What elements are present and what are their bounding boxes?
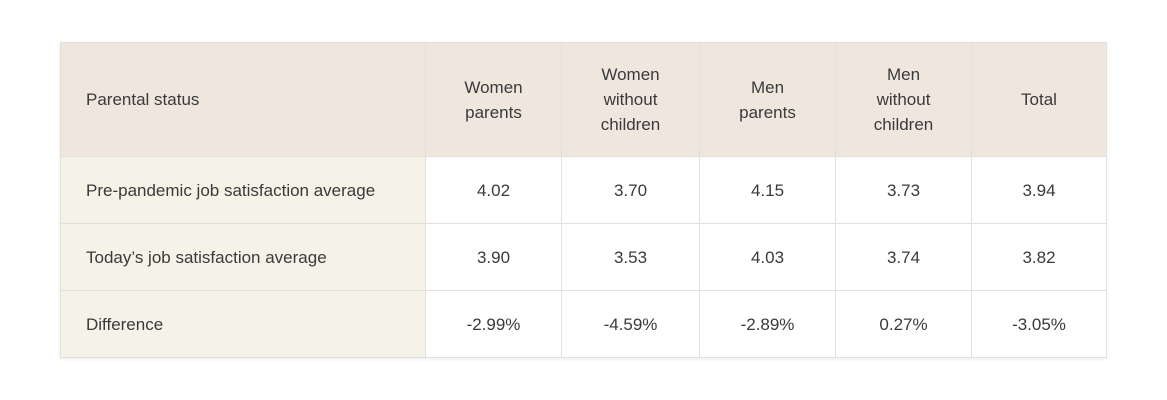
job-satisfaction-table: Parental status Women parents Women with… (60, 42, 1107, 358)
table-cell: 3.70 (561, 156, 700, 224)
column-header-parental-status: Parental status (60, 42, 426, 157)
table-row-today: Today’s job satisfaction average 3.90 3.… (60, 223, 1107, 291)
table-cell: 0.27% (835, 290, 972, 358)
table-cell: 4.02 (425, 156, 562, 224)
column-header-women-parents: Women parents (425, 42, 562, 157)
column-header-total: Total (971, 42, 1107, 157)
column-header-label: Parental status (86, 90, 200, 109)
table-row-difference: Difference -2.99% -4.59% -2.89% 0.27% -3… (60, 290, 1107, 358)
column-header-label: Women parents (464, 77, 523, 122)
column-header-label: Total (1021, 90, 1057, 109)
table-cell: 3.82 (971, 223, 1107, 291)
header-row: Parental status Women parents Women with… (60, 42, 1107, 157)
table-cell: 3.90 (425, 223, 562, 291)
column-header-men-without-children: Men without children (835, 42, 972, 157)
table-cell: -4.59% (561, 290, 700, 358)
table-body: Pre-pandemic job satisfaction average 4.… (60, 156, 1107, 358)
table-cell: -2.89% (699, 290, 836, 358)
column-header-men-parents: Men parents (699, 42, 836, 157)
column-header-women-without-children: Women without children (561, 42, 700, 157)
row-label-today: Today’s job satisfaction average (60, 223, 426, 291)
table-cell: 3.73 (835, 156, 972, 224)
table-cell: 3.94 (971, 156, 1107, 224)
table-header: Parental status Women parents Women with… (60, 42, 1107, 157)
table-row-pre-pandemic: Pre-pandemic job satisfaction average 4.… (60, 156, 1107, 224)
table-cell: 4.03 (699, 223, 836, 291)
table-cell: 4.15 (699, 156, 836, 224)
column-header-label: Women without children (600, 65, 661, 134)
column-header-label: Men without children (873, 65, 934, 134)
table-cell: 3.53 (561, 223, 700, 291)
job-satisfaction-table-container: Parental status Women parents Women with… (60, 42, 1107, 358)
row-label-pre-pandemic: Pre-pandemic job satisfaction average (60, 156, 426, 224)
row-label-difference: Difference (60, 290, 426, 358)
column-header-label: Men parents (739, 77, 796, 122)
table-cell: -2.99% (425, 290, 562, 358)
table-cell: -3.05% (971, 290, 1107, 358)
table-cell: 3.74 (835, 223, 972, 291)
